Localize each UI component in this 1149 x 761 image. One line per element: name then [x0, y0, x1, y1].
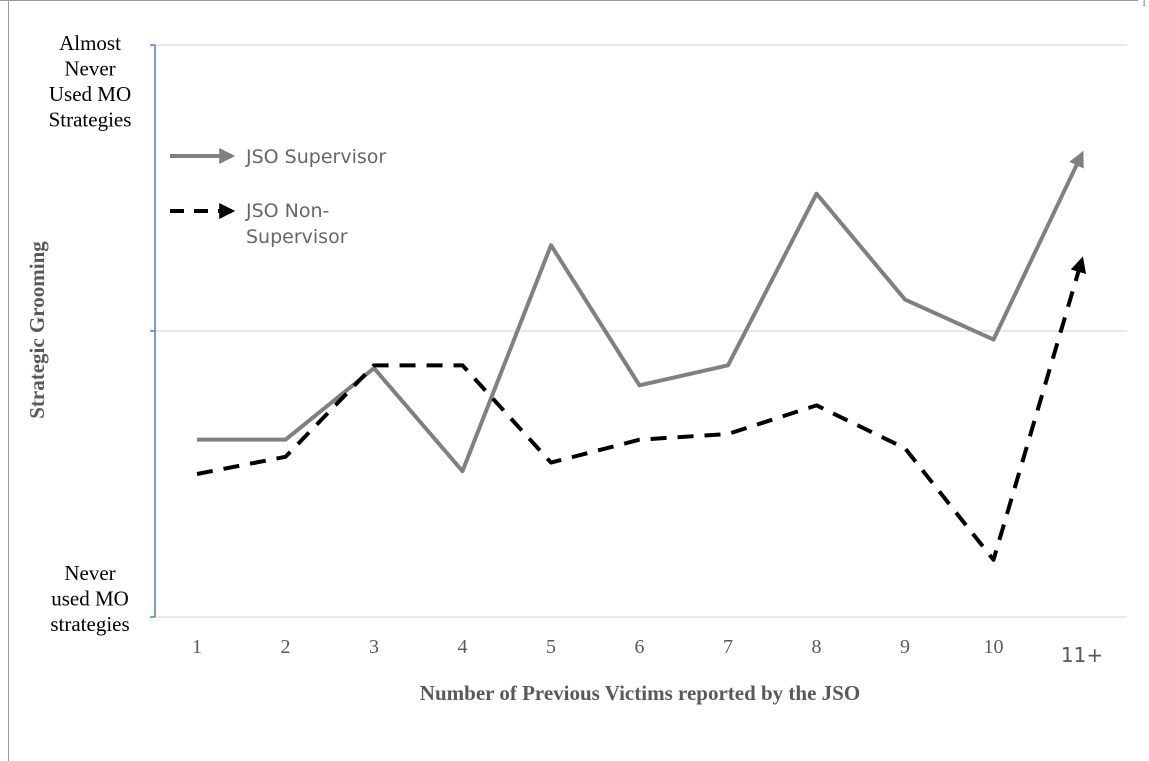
legend-label-non-supervisor: JSO Non- Supervisor [245, 200, 348, 248]
series-line-supervisor [197, 150, 1084, 474]
y-tick-label-line: Strategies [49, 108, 132, 132]
page-fragment: 1 [1141, 0, 1147, 9]
x-axis-title: Number of Previous Victims reported by t… [420, 681, 860, 705]
x-tick-label: 2 [281, 636, 291, 658]
x-tick-label: 6 [635, 636, 645, 658]
x-tick-label: 10 [984, 636, 1004, 658]
y-tick-label-line: Almost [59, 31, 121, 55]
y-tick-label-line: Used MO [49, 82, 131, 106]
legend-label-supervisor: JSO Supervisor [245, 146, 386, 168]
x-tick-labels: 1 2 3 4 5 6 7 8 9 10 11+ [192, 636, 1103, 667]
legend-item-non-supervisor: JSO Non- Supervisor [170, 200, 348, 248]
x-tick-label: 3 [369, 636, 379, 658]
y-tick-label-line: Never [64, 561, 115, 585]
series-layer [196, 150, 1087, 562]
y-tick-label-line: Never [64, 57, 115, 81]
x-tick-label: 8 [812, 636, 822, 658]
x-tick-label: 5 [546, 636, 556, 658]
x-tick-label: 4 [458, 636, 468, 658]
gridlines [150, 44, 1127, 618]
x-tick-label: 9 [900, 636, 910, 658]
series-line-non-supervisor [196, 256, 1087, 562]
x-tick-label: 11+ [1061, 643, 1103, 667]
y-tick-label-line: used MO [51, 587, 129, 611]
legend-item-supervisor: JSO Supervisor [170, 146, 386, 168]
x-tick-label: 7 [723, 636, 733, 658]
legend-label-non-supervisor-line1: JSO Non- [245, 200, 329, 222]
y-tick-label-top: Almost Never Used MO Strategies [49, 31, 132, 132]
legend: JSO Supervisor JSO Non- Supervisor [170, 146, 386, 248]
y-tick-label-bottom: Never used MO strategies [50, 561, 129, 636]
y-tick-label-line: strategies [50, 612, 129, 636]
y-axis-title: Strategic Grooming [25, 241, 49, 419]
x-tick-label: 1 [192, 636, 202, 658]
legend-label-non-supervisor-line2: Supervisor [246, 226, 348, 248]
